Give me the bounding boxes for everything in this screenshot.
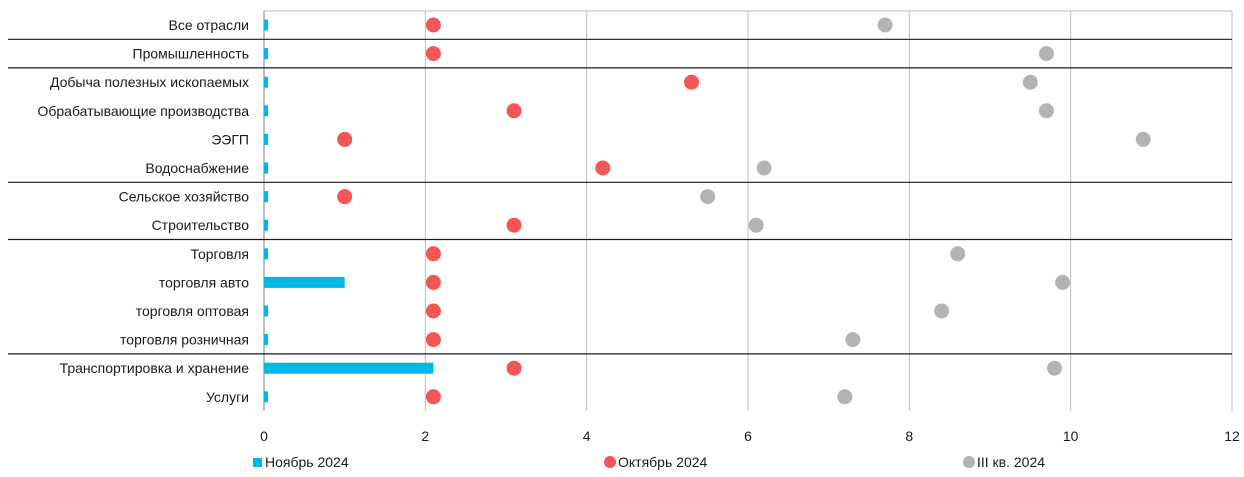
category-label-2: Добыча полезных ископаемых [50, 74, 249, 90]
dot-iii-кв-2024-10 [934, 303, 950, 319]
x-tick-label-8: 8 [905, 428, 913, 444]
category-label-0: Все отрасли [169, 17, 249, 33]
dot-iii-кв-2024-7 [748, 217, 764, 233]
dot-iii-кв-2024-0 [877, 17, 893, 33]
dot-октябрь-2024-0 [425, 17, 441, 33]
bar-ноябрь-2024-6 [264, 191, 269, 203]
legend-label-nov-2024: Ноябрь 2024 [265, 454, 349, 470]
bar-ноябрь-2024-5 [264, 162, 269, 174]
dot-iii-кв-2024-1 [1038, 46, 1054, 62]
bar-ноябрь-2024-0 [264, 19, 269, 31]
dot-октябрь-2024-3 [506, 103, 522, 119]
legend-item-q3-2024: III кв. 2024 [963, 454, 1045, 470]
dot-октябрь-2024-2 [684, 74, 700, 90]
x-tick-label-0: 0 [260, 428, 268, 444]
dot-iii-кв-2024-11 [845, 332, 861, 348]
legend-swatch-oct-2024 [604, 456, 616, 468]
category-label-8: Торговля [191, 246, 249, 262]
legend-label-q3-2024: III кв. 2024 [977, 454, 1046, 470]
dot-октябрь-2024-7 [506, 217, 522, 233]
dot-октябрь-2024-12 [506, 360, 522, 376]
x-tick-label-12: 12 [1224, 428, 1240, 444]
bar-ноябрь-2024-11 [264, 334, 269, 346]
category-label-9: торговля авто [159, 274, 249, 290]
dot-октябрь-2024-1 [425, 46, 441, 62]
dot-октябрь-2024-5 [595, 160, 611, 176]
category-label-5: Водоснабжение [145, 160, 249, 176]
bar-ноябрь-2024-1 [264, 48, 269, 60]
bar-ноябрь-2024-10 [264, 305, 269, 317]
x-tick-label-10: 10 [1063, 428, 1079, 444]
legend-swatch-nov-2024 [253, 457, 262, 467]
dot-iii-кв-2024-6 [700, 189, 716, 205]
dot-октябрь-2024-9 [425, 274, 441, 290]
dot-iii-кв-2024-4 [1135, 131, 1151, 147]
legend-item-oct-2024: Октябрь 2024 [604, 454, 707, 470]
dot-октябрь-2024-8 [425, 246, 441, 262]
legend-swatch-q3-2024 [963, 456, 975, 468]
category-label-3: Обрабатывающие производства [37, 103, 249, 119]
legend: Ноябрь 2024 Октябрь 2024 III кв. 2024 [0, 454, 1244, 476]
category-label-7: Строительство [152, 217, 250, 233]
bar-ноябрь-2024-9 [264, 276, 345, 288]
bar-ноябрь-2024-2 [264, 76, 269, 88]
dot-октябрь-2024-4 [337, 131, 353, 147]
dot-октябрь-2024-10 [425, 303, 441, 319]
dot-iii-кв-2024-13 [837, 389, 853, 405]
bar-ноябрь-2024-3 [264, 105, 269, 117]
bar-ноябрь-2024-13 [264, 391, 269, 403]
category-label-13: Услуги [206, 389, 249, 405]
category-label-1: Промышленность [133, 46, 249, 62]
category-label-10: торговля оптовая [136, 303, 249, 319]
legend-label-oct-2024: Октябрь 2024 [618, 454, 708, 470]
dot-iii-кв-2024-3 [1038, 103, 1054, 119]
x-tick-label-6: 6 [744, 428, 752, 444]
chart-svg: Все отрасли Промышленность Добыча полезных… [8, 10, 1240, 444]
dot-октябрь-2024-11 [425, 332, 441, 348]
bar-ноябрь-2024-8 [264, 248, 269, 260]
dot-iii-кв-2024-8 [950, 246, 966, 262]
x-tick-label-4: 4 [583, 428, 591, 444]
category-label-12: Транспортировка и хранение [60, 360, 250, 376]
category-label-4: ЭЭГП [211, 131, 249, 147]
dot-iii-кв-2024-9 [1055, 274, 1071, 290]
bar-ноябрь-2024-12 [264, 362, 434, 374]
dot-октябрь-2024-6 [337, 189, 353, 205]
legend-item-nov-2024: Ноябрь 2024 [253, 454, 349, 470]
dot-октябрь-2024-13 [425, 389, 441, 405]
x-tick-label-2: 2 [421, 428, 429, 444]
dot-iii-кв-2024-5 [756, 160, 772, 176]
dot-iii-кв-2024-2 [1022, 74, 1038, 90]
category-label-6: Сельское хозяйство [119, 189, 250, 205]
dot-iii-кв-2024-12 [1047, 360, 1063, 376]
bar-ноябрь-2024-4 [264, 133, 269, 145]
bar-ноябрь-2024-7 [264, 219, 269, 231]
category-label-11: торговля розничная [120, 332, 249, 348]
